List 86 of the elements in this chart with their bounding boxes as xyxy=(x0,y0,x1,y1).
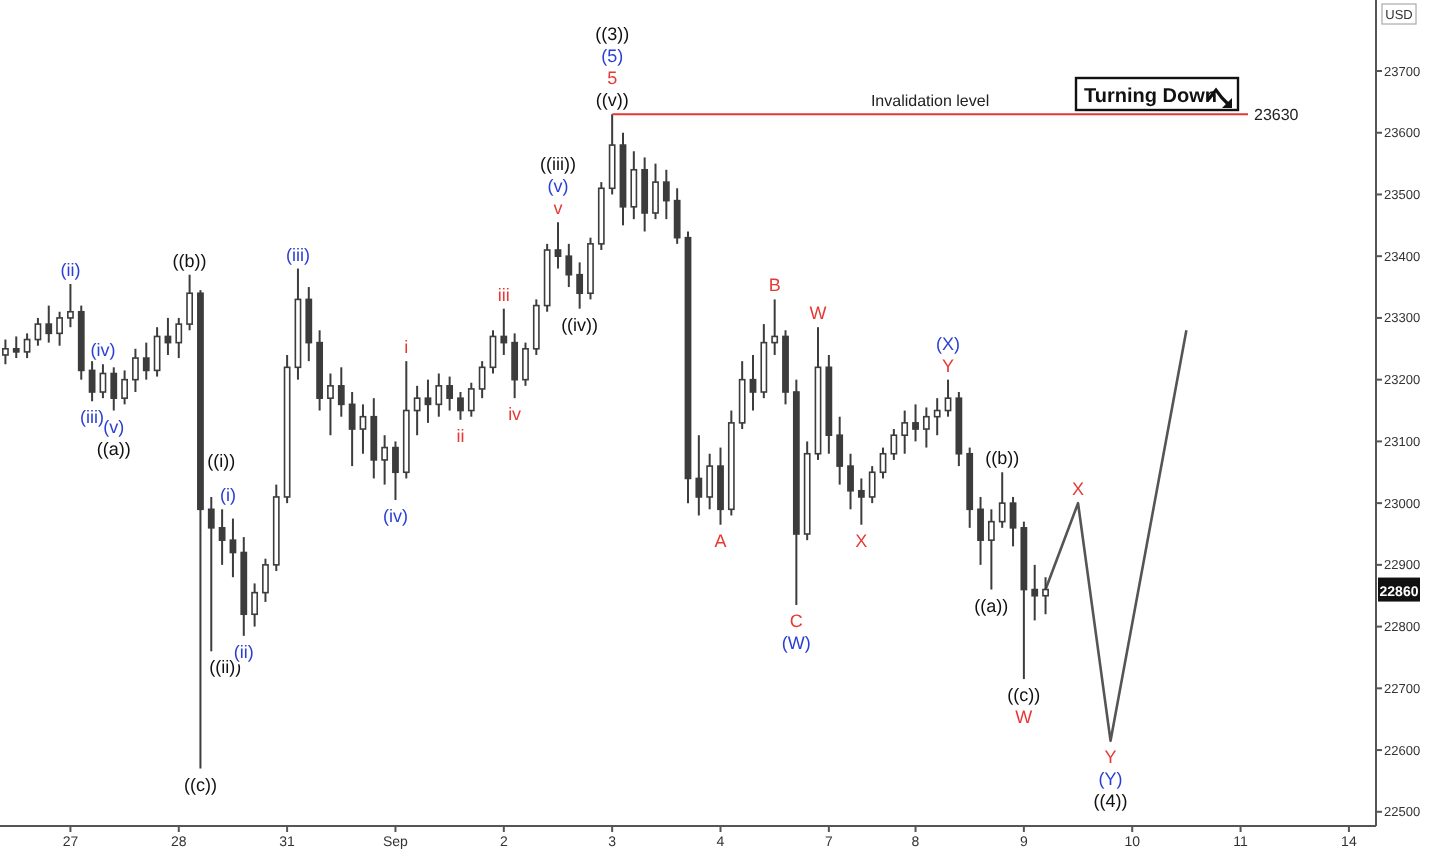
candlestick xyxy=(153,326,161,378)
annotation: ((v)) xyxy=(595,90,629,111)
candlestick xyxy=(1042,576,1049,616)
candlestick xyxy=(922,406,930,449)
annotation: X xyxy=(855,530,868,551)
candlestick xyxy=(316,329,324,412)
annotation: ((a)) xyxy=(96,438,131,459)
candlestick xyxy=(348,391,356,468)
candlestick xyxy=(45,304,53,344)
candlestick xyxy=(695,434,703,517)
candlestick xyxy=(641,156,649,233)
ref-line-label: Invalidation level xyxy=(870,92,990,111)
candlestick xyxy=(305,286,313,363)
annotation: (X) xyxy=(936,333,961,354)
candlestick xyxy=(327,372,334,437)
candlestick xyxy=(435,372,443,418)
annotation: W xyxy=(1015,707,1034,728)
candlestick xyxy=(500,307,508,356)
candlestick xyxy=(987,508,995,591)
candlestick xyxy=(771,298,779,356)
annotation: B xyxy=(768,275,781,296)
candlestick xyxy=(1031,563,1039,622)
annotation: ((i)) xyxy=(207,450,236,471)
candlestick xyxy=(836,415,844,486)
candlestick xyxy=(825,353,833,455)
annotation: 5 xyxy=(607,68,618,89)
annotation: iii xyxy=(497,284,510,305)
candlestick xyxy=(381,434,389,486)
candlestick xyxy=(424,378,432,424)
annotation: (Y) xyxy=(1098,768,1123,789)
candlestick xyxy=(933,397,941,437)
annotation: i xyxy=(404,337,409,358)
annotation: ((3)) xyxy=(595,24,630,45)
annotation: (i) xyxy=(220,485,237,506)
candlestick xyxy=(998,471,1006,529)
candlestick xyxy=(240,536,248,637)
annotation: ((ii)) xyxy=(209,657,242,678)
candlestick xyxy=(944,378,952,418)
candlestick xyxy=(110,366,118,412)
annotation: (iv) xyxy=(90,340,116,361)
candlestick xyxy=(229,517,237,579)
annotation: v xyxy=(553,198,564,219)
annotation: X xyxy=(1072,479,1085,500)
candlestick xyxy=(717,446,724,526)
annotation: ((iv)) xyxy=(561,314,599,335)
annotation: (ii) xyxy=(233,641,254,662)
annotation: Turning Down xyxy=(1084,86,1217,108)
annotation: ((iii)) xyxy=(539,154,576,175)
line-series xyxy=(1044,328,1188,743)
candlestick xyxy=(370,397,378,480)
candlestick xyxy=(218,508,226,566)
annotation: (iii) xyxy=(285,244,310,265)
annotation: (5) xyxy=(601,46,624,67)
annotation: ((c)) xyxy=(183,774,217,795)
annotation: (iii) xyxy=(80,407,105,428)
annotation: iv xyxy=(508,404,523,425)
annotation: Y xyxy=(1104,746,1117,767)
candlestick xyxy=(511,332,519,400)
annotation: ((4)) xyxy=(1093,790,1128,811)
candlestick xyxy=(142,341,150,381)
annotation: W xyxy=(809,303,828,324)
annotation: 23630 xyxy=(1254,105,1300,124)
candlestick xyxy=(749,353,757,412)
annotation: (v) xyxy=(103,416,125,437)
candlestick xyxy=(392,440,399,502)
candlestick xyxy=(337,366,345,418)
annotation: (iv) xyxy=(382,506,408,527)
annotation: ((c)) xyxy=(1007,685,1041,706)
annotation: A xyxy=(714,530,727,551)
candlestick xyxy=(554,221,562,270)
candlestick xyxy=(673,187,681,245)
annotation: ((a)) xyxy=(974,595,1009,616)
annotation: ii xyxy=(456,425,465,446)
candlestick xyxy=(977,495,984,566)
annotation: (W) xyxy=(781,632,811,653)
candlestick xyxy=(251,582,259,628)
candlestick xyxy=(576,261,584,310)
candlestick xyxy=(207,495,215,653)
annotation: ((b)) xyxy=(985,448,1020,469)
annotation: (ii) xyxy=(60,259,81,280)
candlestick xyxy=(857,477,865,526)
annotation: C xyxy=(789,610,804,631)
candlestick xyxy=(359,403,367,455)
annotation: (v) xyxy=(547,176,569,197)
annotation: ((b)) xyxy=(172,250,207,271)
annotation: Y xyxy=(942,355,955,376)
